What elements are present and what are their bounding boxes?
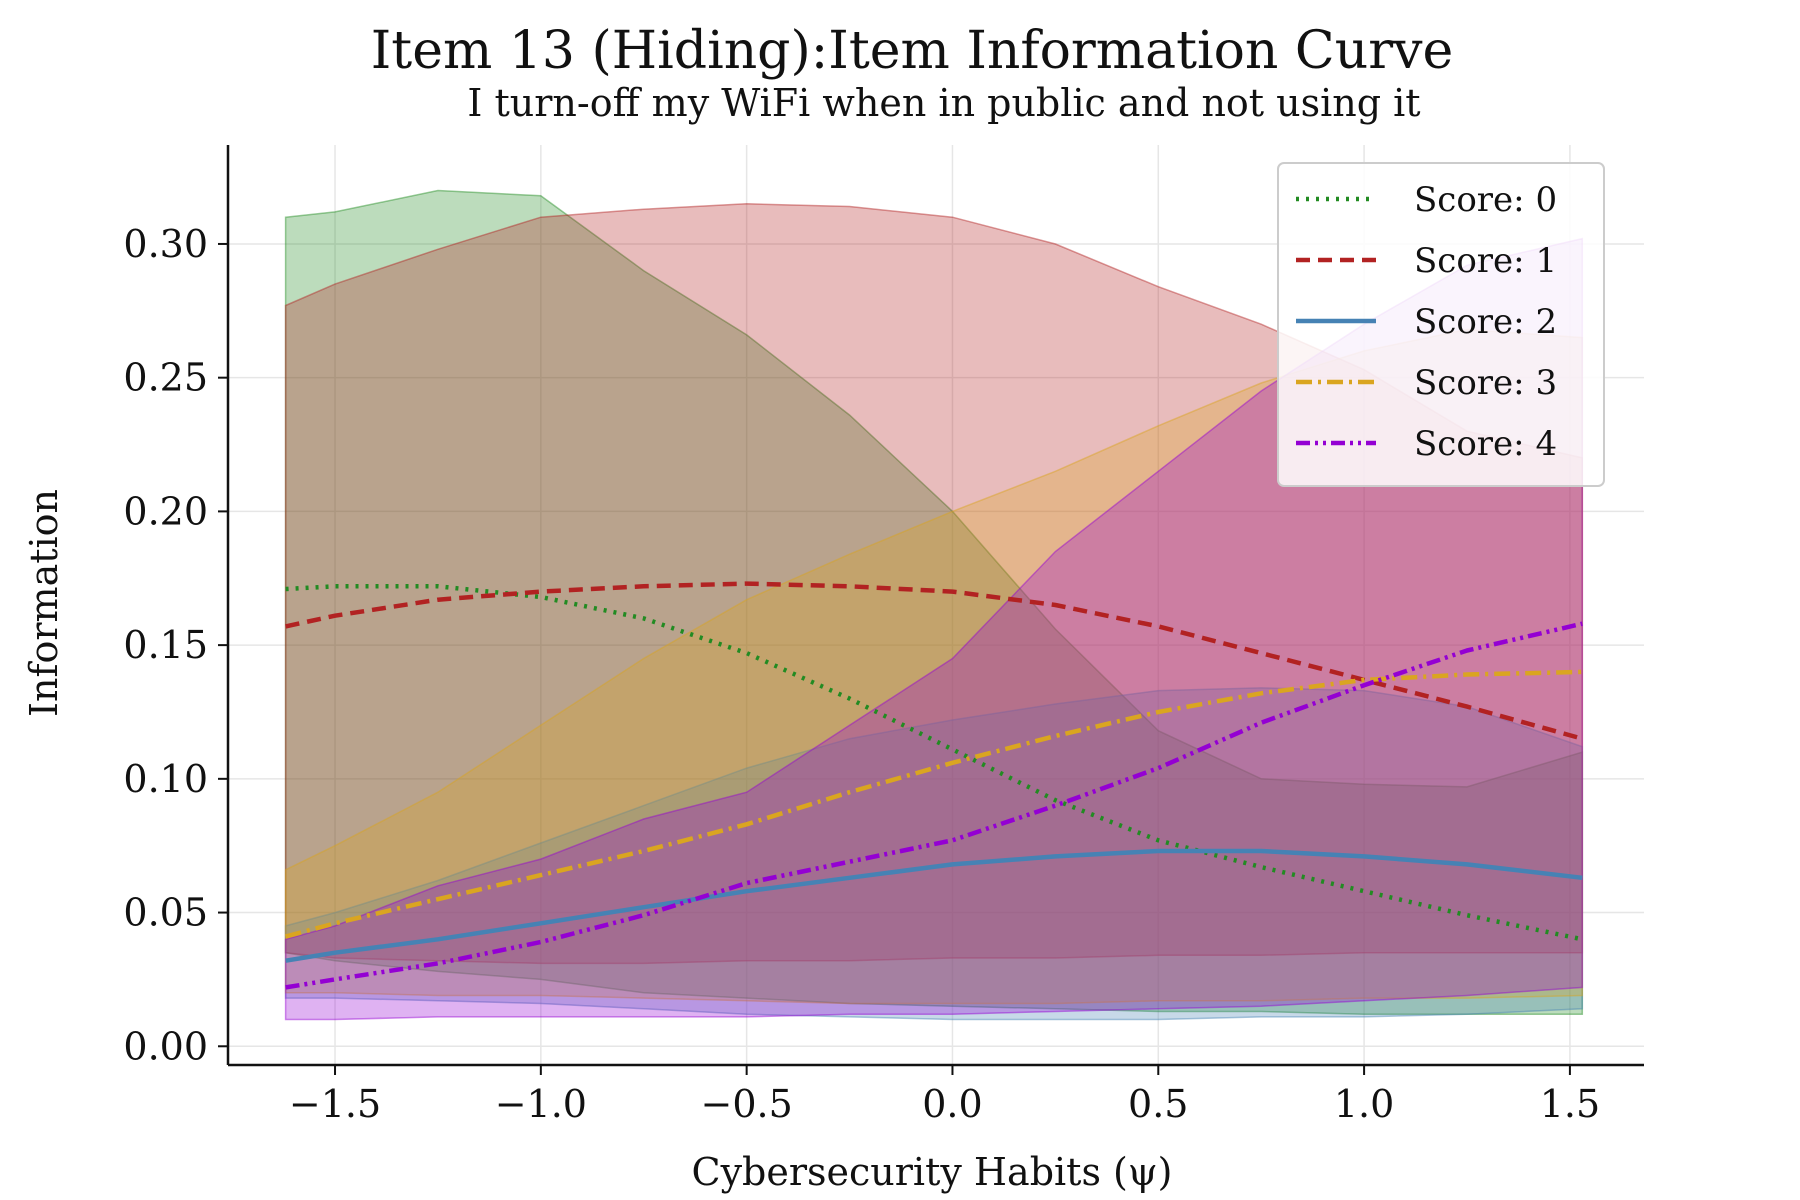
grid-lines: [228, 145, 1644, 1065]
x-tick-label: 1.5: [1540, 1082, 1600, 1126]
x-tick-label: −1.5: [289, 1082, 381, 1126]
legend-box: [1277, 162, 1605, 487]
y-tick-label: 0.00: [123, 1024, 208, 1068]
y-tick-label: 0.10: [123, 757, 208, 801]
confidence-bands: [284, 189, 1584, 1021]
legend-label-score-0: Score: 0: [1414, 180, 1557, 220]
legend-label-score-3: Score: 3: [1414, 363, 1557, 403]
line-score-3: [285, 669, 1583, 939]
series-lines: [285, 581, 1583, 990]
legend-label-score-2: Score: 2: [1414, 302, 1557, 342]
y-tick-label: 0.15: [123, 623, 208, 667]
y-tick-label: 0.25: [123, 356, 208, 400]
x-tick-label: −1.0: [495, 1082, 587, 1126]
y-tick-label: 0.05: [123, 891, 208, 935]
legend-label-score-4: Score: 4: [1414, 424, 1557, 464]
band-score-1: [284, 203, 1584, 965]
chart-title: Item 13 (Hiding):Item Information Curve: [371, 21, 1453, 81]
x-tick-label: 1.0: [1334, 1082, 1394, 1126]
band-score-3: [284, 328, 1584, 1005]
chart-subtitle: I turn-off my WiFi when in public and no…: [467, 81, 1420, 125]
legend: Score: 0 Score: 1 Score: 2 Score: 3 Score: 4: [1277, 162, 1605, 487]
line-score-1: [285, 581, 1583, 741]
y-tick-label: 0.20: [123, 489, 208, 533]
x-tick-label: −0.5: [701, 1082, 793, 1126]
band-score-4: [284, 237, 1584, 1021]
axes: −1.5 −1.0 −0.5 0.0 0.5 1.0 1.5 0.00 0.05 0.10 0.15…: [123, 145, 1644, 1126]
x-tick-label: 0.0: [922, 1082, 982, 1126]
y-axis-label: Information: [22, 489, 66, 717]
band-score-0: [284, 189, 1584, 1015]
legend-label-score-1: Score: 1: [1414, 241, 1557, 281]
band-score-2: [284, 687, 1584, 1021]
line-score-2: [285, 848, 1583, 963]
x-axis-label: Cybersecurity Habits (ψ): [692, 1150, 1173, 1194]
line-score-4: [285, 621, 1583, 990]
x-tick-label: 0.5: [1128, 1082, 1188, 1126]
y-tick-label: 0.30: [123, 222, 208, 266]
